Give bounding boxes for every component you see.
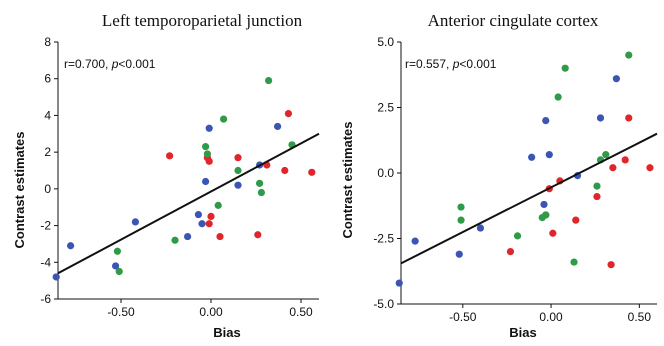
data-point-red <box>207 212 215 220</box>
data-point-red <box>593 192 601 201</box>
data-point-red <box>646 164 654 172</box>
data-point-red <box>506 248 515 256</box>
y-axis-label: Contrast estimates <box>340 121 355 238</box>
data-point-red <box>281 166 289 175</box>
data-point-green <box>256 179 264 187</box>
x-axis-label: Bias <box>509 325 536 340</box>
x-axis-label: Bias <box>213 325 240 340</box>
panel-acc: Anterior cingulate cortex r=0.557, p<0.0… <box>340 11 658 340</box>
data-point-blue <box>395 279 403 287</box>
data-point-blue <box>528 153 536 161</box>
data-point-blue <box>205 124 213 132</box>
data-point-red <box>205 157 213 165</box>
data-point-blue <box>131 218 139 226</box>
x-tick-label: 0.50 <box>628 310 652 324</box>
y-tick-label: -6 <box>40 292 51 306</box>
data-point-red <box>205 220 213 228</box>
data-point-green <box>457 216 465 224</box>
data-point-blue <box>202 177 210 186</box>
plot-area: -0.50 0.00 0.50 -6 -4 -2 0 2 4 6 8 <box>40 35 320 319</box>
y-tick-label: -2.5 <box>373 232 394 246</box>
data-point-green <box>602 151 610 159</box>
data-point-red <box>625 114 633 122</box>
data-point-blue <box>455 250 463 258</box>
data-point-green <box>542 211 550 219</box>
x-tick-label: 0.00 <box>199 305 223 319</box>
y-tick-label: -4 <box>40 255 51 269</box>
chart-title: Anterior cingulate cortex <box>428 11 599 30</box>
x-tick-label: -0.50 <box>107 305 135 319</box>
y-tick-label: 0 <box>44 182 51 196</box>
data-point-blue <box>52 273 60 281</box>
data-point-red <box>254 231 262 239</box>
data-point-blue <box>184 232 192 241</box>
data-point-blue <box>545 151 553 159</box>
y-tick-label: -5.0 <box>373 297 394 311</box>
regression-line <box>57 132 320 275</box>
data-point-blue <box>540 200 548 209</box>
data-point-green <box>214 201 222 209</box>
data-point-blue <box>542 117 550 125</box>
y-tick-label: -2 <box>40 219 51 233</box>
data-point-green <box>554 93 562 101</box>
stat-annotation: r=0.700, p<0.001 <box>64 57 156 71</box>
data-point-green <box>171 236 179 244</box>
data-point-blue <box>476 224 485 232</box>
y-tick-label: 2.5 <box>377 101 394 115</box>
data-point-green <box>513 232 522 240</box>
chart-title: Left temporoparietal junction <box>102 11 303 30</box>
data-point-green <box>593 182 601 190</box>
data-point-blue <box>234 181 242 189</box>
y-axis-label: Contrast estimates <box>12 131 27 248</box>
data-point-green <box>561 64 569 72</box>
data-point-red <box>308 168 316 176</box>
x-tick-label: 0.50 <box>289 305 313 319</box>
data-point-green <box>457 203 465 211</box>
data-point-green <box>115 267 123 276</box>
data-point-red <box>549 229 557 237</box>
data-point-blue <box>612 75 620 83</box>
data-point-red <box>234 154 242 162</box>
panel-ltpj: Left temporoparietal junction r=0.700, p… <box>12 11 320 340</box>
data-point-green <box>203 150 211 158</box>
data-point-green <box>234 166 242 175</box>
data-point-green <box>625 51 633 59</box>
regression-line <box>400 132 658 265</box>
y-tick-label: 8 <box>44 35 51 49</box>
data-point-blue <box>198 220 206 228</box>
data-point-blue <box>274 122 282 131</box>
data-point-green <box>570 258 578 266</box>
x-tick-label: -0.50 <box>449 310 477 324</box>
plot-area: -0.50 0.00 0.50 -5.0 -2.5 0.0 2.5 5.0 <box>373 35 658 324</box>
data-point-blue <box>112 262 120 270</box>
data-point-red <box>216 232 224 241</box>
data-point-blue <box>67 242 75 250</box>
data-point-green <box>220 115 228 123</box>
y-tick-label: 5.0 <box>377 35 394 49</box>
data-point-red <box>284 109 292 118</box>
data-point-red <box>607 261 615 269</box>
x-tick-label: 0.00 <box>539 310 563 324</box>
data-point-green <box>257 188 265 197</box>
data-point-blue <box>596 114 605 122</box>
data-point-red <box>609 164 617 172</box>
data-point-green <box>113 247 121 255</box>
data-point-red <box>166 152 174 160</box>
data-point-green <box>265 76 273 85</box>
data-point-green <box>202 143 210 151</box>
y-tick-label: 6 <box>44 72 51 86</box>
y-tick-label: 2 <box>44 145 51 159</box>
data-point-blue <box>411 237 419 245</box>
data-point-red <box>572 216 580 224</box>
stat-annotation: r=0.557, p<0.001 <box>405 57 497 71</box>
y-tick-label: 4 <box>44 108 51 122</box>
data-point-red <box>621 156 629 164</box>
data-point-blue <box>194 210 202 219</box>
y-tick-label: 0.0 <box>377 166 394 180</box>
